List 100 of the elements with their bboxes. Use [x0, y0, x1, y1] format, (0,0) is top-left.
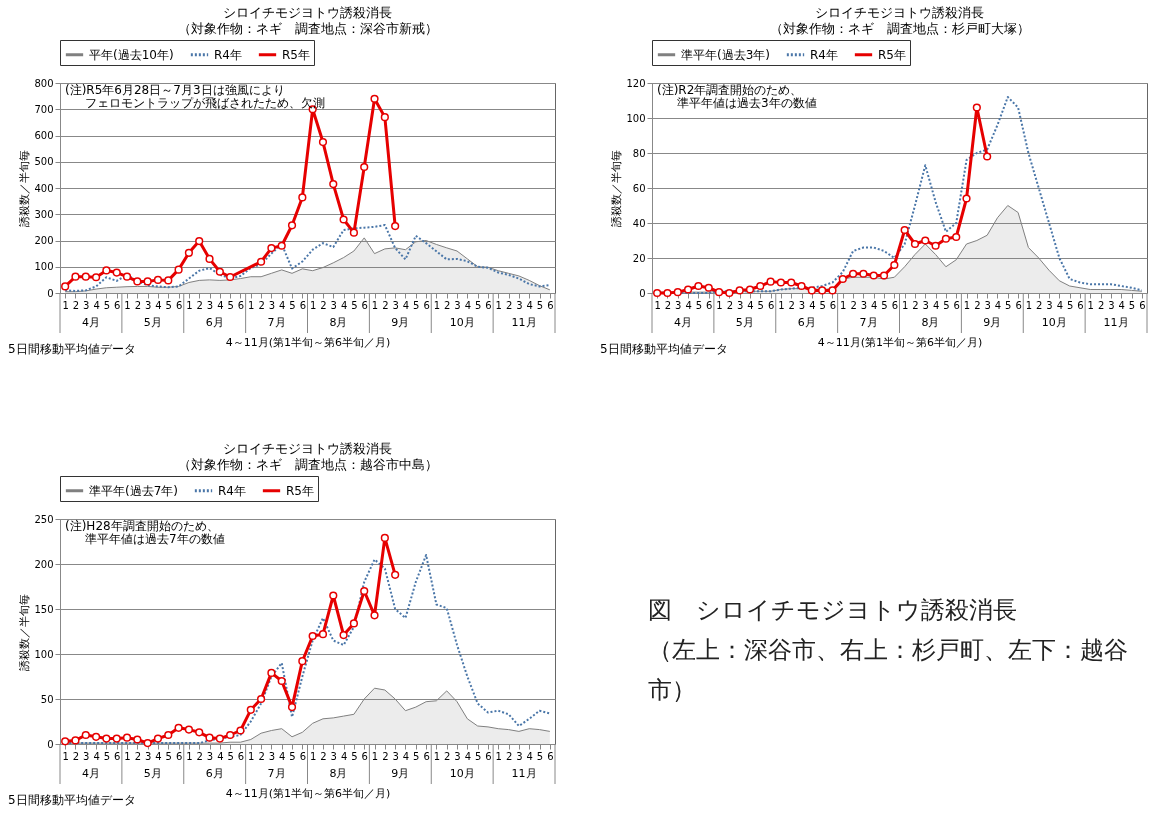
text: 10月: [1041, 316, 1067, 329]
text: 7月: [859, 316, 878, 329]
x-tick-label: 2: [320, 299, 327, 311]
legend-label: R5年: [282, 47, 310, 62]
point: [776, 278, 786, 287]
x-tick-label: 4: [1056, 299, 1064, 311]
text: 4月: [81, 767, 100, 780]
x-tick-label: 4: [340, 750, 348, 762]
y-tick-label: 150: [34, 603, 54, 615]
x-tick-label: 4: [526, 299, 533, 311]
x-tick-label: 5: [413, 750, 420, 762]
point: [329, 591, 338, 600]
x-tick-label: 1: [495, 750, 502, 762]
point: [102, 734, 111, 743]
legend-label: 準平年(過去3年): [681, 47, 770, 62]
legend-label: 準平年(過去7年): [89, 483, 178, 498]
legend-label: R4年: [214, 47, 242, 62]
point: [380, 533, 389, 542]
x-tick-label: 2: [788, 299, 795, 311]
x-tick-label: 5: [1005, 299, 1012, 311]
x-tick-label: 3: [454, 299, 461, 311]
x-tick-label: 2: [664, 299, 672, 311]
point: [277, 241, 286, 250]
x-tick-label: 3: [392, 299, 399, 311]
x-tick-label: 5: [695, 299, 703, 311]
x-tick-label: 1: [124, 750, 131, 762]
point: [133, 735, 142, 744]
x-tick-label: 5: [227, 299, 234, 311]
legend-label: R5年: [878, 47, 906, 62]
y-tick-label: 800: [34, 77, 54, 89]
x-tick-label: 4: [217, 299, 224, 311]
y-tick-label: 80: [632, 147, 646, 159]
point: [184, 725, 194, 734]
point: [766, 277, 775, 286]
y-tick-label: 100: [34, 648, 54, 660]
point: [81, 730, 90, 740]
x-tick-label: 5: [227, 750, 234, 762]
point: [329, 179, 338, 189]
x-tick-label: 3: [206, 750, 214, 762]
x-tick-label: 5: [536, 750, 544, 762]
x-tick-label: 1: [1025, 299, 1033, 311]
x-tick-label: 4: [932, 299, 940, 311]
point: [360, 162, 369, 172]
x-tick-label: 4: [747, 299, 754, 311]
point: [164, 276, 173, 285]
point: [391, 221, 400, 231]
x-axis-title: 4～11月(第1半旬～第6半旬／月): [817, 335, 983, 349]
x-tick-label: 6: [767, 299, 775, 311]
point: [952, 232, 961, 242]
y-tick-label: 700: [34, 103, 54, 115]
x-tick-label: 1: [124, 299, 131, 311]
point: [391, 570, 400, 579]
x-tick-label: 1: [62, 299, 69, 311]
x-tick-label: 4: [155, 750, 162, 762]
x-tick-label: 5: [103, 299, 111, 311]
point: [298, 657, 307, 666]
x-tick-label: 1: [1087, 299, 1094, 311]
annotation: (注)H28年調査開始のため、: [65, 519, 219, 533]
point: [859, 269, 868, 278]
x-tick-label: 6: [485, 750, 492, 762]
x-tick-label: 6: [175, 750, 183, 762]
point: [277, 676, 286, 686]
x-tick-label: 6: [299, 299, 307, 311]
x-tick-label: 6: [829, 299, 837, 311]
point: [71, 272, 80, 281]
point: [112, 268, 121, 277]
x-tick-label: 1: [248, 299, 255, 311]
point: [267, 244, 276, 253]
text: 8月: [329, 767, 348, 780]
x-tick-label: 1: [371, 299, 379, 311]
text: 4月: [673, 316, 692, 329]
x-tick-label: 5: [165, 299, 172, 311]
x-tick-label: 5: [289, 299, 296, 311]
chart-subtitle: （対象作物：ネギ 調査地点：杉戸町大塚）: [769, 20, 1030, 36]
point: [308, 631, 317, 641]
point: [797, 281, 806, 291]
point: [287, 221, 297, 230]
point: [349, 228, 359, 237]
x-tick-label: 6: [953, 299, 960, 311]
point: [735, 286, 744, 295]
x-tick-label: 2: [505, 750, 513, 762]
x-axis-title: 4～11月(第1半旬～第6半旬／月): [225, 335, 391, 349]
x-tick-label: 4: [685, 299, 692, 311]
text: 9月: [391, 316, 410, 329]
x-tick-label: 3: [984, 299, 991, 311]
text: 11月: [511, 316, 537, 329]
text: 6月: [797, 316, 816, 329]
point: [714, 288, 724, 297]
y-tick-label: 500: [34, 156, 54, 168]
point: [122, 272, 132, 281]
text: 5月: [735, 316, 754, 329]
point: [102, 266, 111, 275]
x-tick-label: 4: [464, 299, 472, 311]
text: 図 シロイチモジヨトウ誘殺消長: [648, 595, 1018, 626]
x-tick-label: 2: [726, 299, 734, 311]
x-tick-label: 1: [654, 299, 661, 311]
text: 5日間移動平均値データ: [8, 793, 136, 807]
y-tick-label: 50: [40, 693, 54, 705]
point: [318, 630, 328, 639]
x-tick-label: 2: [134, 750, 142, 762]
